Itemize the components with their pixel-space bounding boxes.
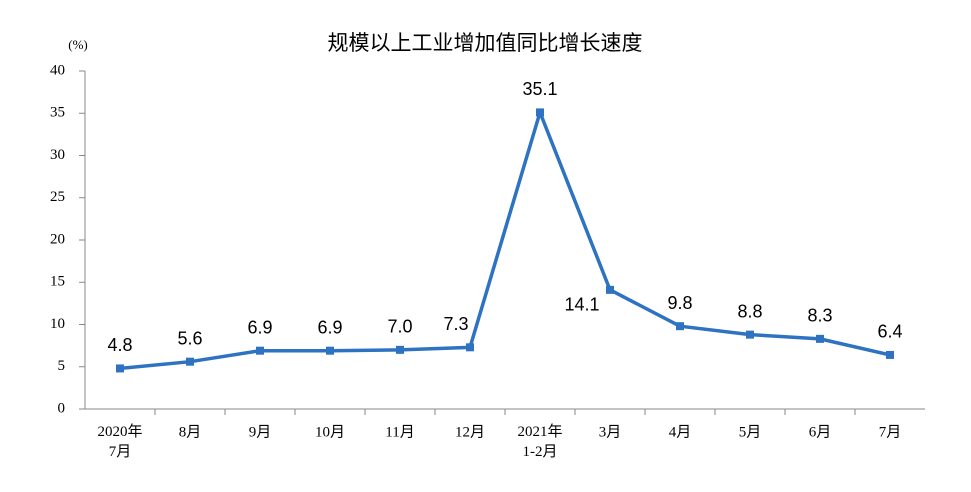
value-label: 8.8 <box>737 301 762 321</box>
value-label: 6.9 <box>317 317 342 337</box>
value-label: 14.1 <box>564 295 599 315</box>
x-tick-label: 2020年 7月 <box>97 423 142 460</box>
marker <box>676 322 684 331</box>
marker <box>466 343 474 352</box>
x-tick-label: 5月 <box>739 424 762 440</box>
marker <box>746 330 754 339</box>
chart-title: 规模以上工业增加值同比增长速度 <box>328 31 643 55</box>
marker <box>886 350 894 359</box>
y-tick-label: 0 <box>58 400 66 416</box>
value-label: 4.8 <box>107 335 132 355</box>
y-tick-label: 25 <box>50 189 65 205</box>
y-tick-label: 10 <box>50 316 65 332</box>
value-label: 6.9 <box>247 317 272 337</box>
y-tick-label: 30 <box>50 147 65 163</box>
marker <box>536 108 544 117</box>
value-label: 6.4 <box>877 322 902 342</box>
line <box>119 110 891 371</box>
y-axis-label: (%) <box>68 37 88 52</box>
marker <box>606 285 614 294</box>
x-tick-label: 4月 <box>669 424 692 440</box>
x-tick-label: 7月 <box>879 424 902 440</box>
x-tick-label: 10月 <box>315 424 345 440</box>
marker <box>396 345 404 354</box>
y-tick-label: 15 <box>50 274 65 290</box>
x-tick-label: 9月 <box>249 424 272 440</box>
marker <box>116 364 124 373</box>
value-label: 7.3 <box>443 314 468 334</box>
value-label: 5.6 <box>177 328 202 348</box>
value-label: 9.8 <box>667 293 692 313</box>
marker <box>256 346 264 355</box>
marker <box>186 357 194 366</box>
x-tick-label: 3月 <box>599 424 622 440</box>
y-tick-label: 40 <box>50 62 65 78</box>
value-label: 8.3 <box>807 306 832 326</box>
y-tick-label: 35 <box>50 105 65 121</box>
x-tick-label: 12月 <box>455 424 485 440</box>
marker <box>326 346 334 355</box>
y-tick-label: 5 <box>58 358 66 374</box>
value-label: 35.1 <box>522 79 557 99</box>
x-tick-label: 6月 <box>809 424 832 440</box>
marker <box>816 334 824 343</box>
value-label: 7.0 <box>387 317 412 337</box>
y-tick-label: 20 <box>50 231 65 247</box>
x-tick-label: 8月 <box>179 424 202 440</box>
x-tick-label: 2021年 1-2月 <box>517 423 562 460</box>
x-tick-label: 11月 <box>385 424 414 440</box>
